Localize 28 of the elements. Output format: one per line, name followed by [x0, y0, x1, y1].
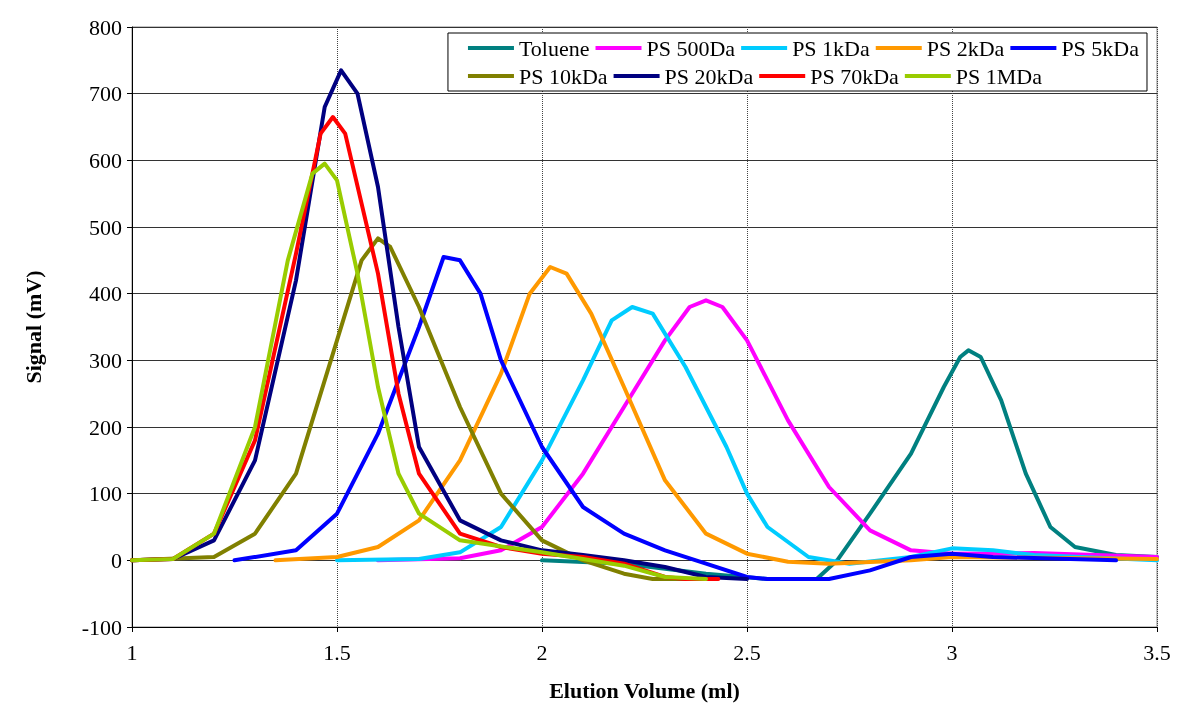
- legend-label: PS 1MDa: [955, 63, 1043, 89]
- legend-label: PS 20kDa: [664, 63, 754, 89]
- x-axis-title: Elution Volume (ml): [549, 677, 740, 703]
- legend-label: PS 5kDa: [1061, 35, 1140, 61]
- y-tick-label: -100: [81, 614, 122, 640]
- y-tick-label: 300: [89, 347, 122, 373]
- y-tick-label: 400: [89, 281, 122, 307]
- y-tick-label: 800: [89, 14, 122, 40]
- x-tick-label: 3: [946, 639, 958, 665]
- legend-label: PS 500Da: [646, 35, 736, 61]
- x-tick-label: 1.5: [323, 639, 351, 665]
- legend-label: Toluene: [518, 35, 590, 61]
- x-tick-label: 3.5: [1143, 639, 1171, 665]
- y-tick-label: 100: [89, 481, 122, 507]
- x-tick-label: 1: [126, 639, 138, 665]
- legend-label: PS 70kDa: [810, 63, 900, 89]
- line-series: [232, 255, 1118, 581]
- y-tick-label: 0: [111, 547, 122, 573]
- y-tick-label: 700: [89, 81, 122, 107]
- legend-label: PS 2kDa: [926, 35, 1005, 61]
- x-tick-label: 2: [536, 639, 548, 665]
- y-tick-label: 600: [89, 147, 122, 173]
- y-tick-label: 500: [89, 214, 122, 240]
- y-tick-label: 200: [89, 414, 122, 440]
- legend-label: PS 10kDa: [518, 63, 608, 89]
- x-tick-label: 2.5: [733, 639, 761, 665]
- y-axis-title: Signal (mV): [20, 270, 46, 384]
- legend-label: PS 1kDa: [792, 35, 870, 61]
